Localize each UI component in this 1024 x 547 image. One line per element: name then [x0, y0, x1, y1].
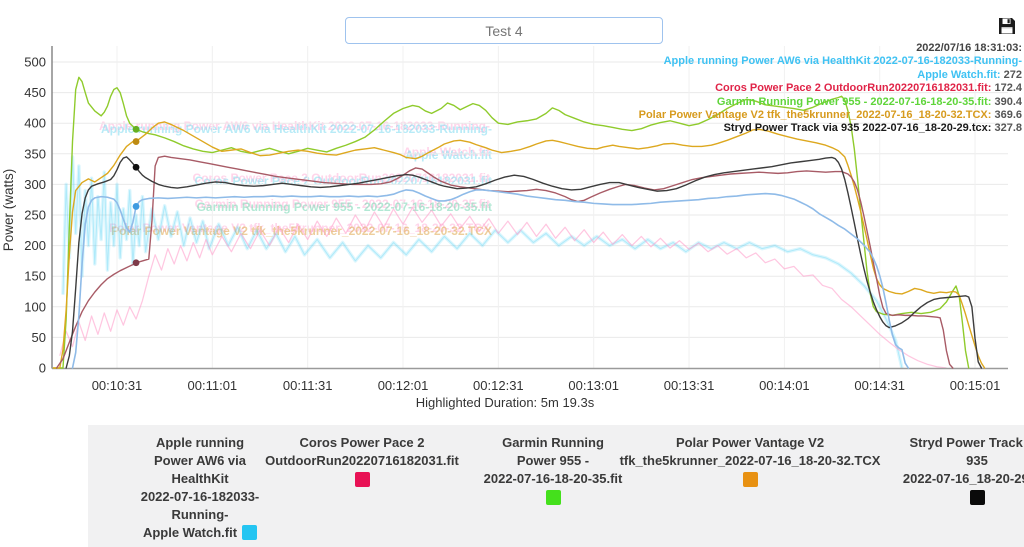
legend-item-line: tfk_the5krunner_2022-07-16_18-20-32.TCX: [619, 453, 881, 468]
hover-dot-stryd: [132, 163, 140, 171]
hover-dot-coros: [132, 259, 140, 267]
legend-item-line: 2022-07-16_18-20-29.tcx: [902, 471, 1024, 486]
legend-item-line: Power AW6 via: [154, 453, 246, 468]
y-tick-label: 0: [39, 361, 46, 376]
hover-readout-row: Apple running Power AW6 via HealthKit 20…: [663, 55, 1022, 68]
legend-item-line: Coros Power Pace 2: [299, 435, 425, 450]
series-color-swatch: [242, 525, 258, 540]
y-tick-label: 400: [24, 116, 46, 131]
hover-readout-row: Apple Watch.fit: 272: [917, 68, 1022, 81]
hover-dot-apple: [132, 203, 140, 210]
y-tick-label: 150: [24, 269, 46, 284]
legend-item[interactable]: Coros Power Pace 2 OutdoorRun202207161820…: [247, 434, 477, 489]
raw-trace-coros-raw: [59, 206, 947, 369]
raw-trace-coros-raw: [59, 207, 947, 369]
legend-item-line: HealthKit: [171, 471, 229, 486]
legend-item[interactable]: Stryd Power Track via 935 2022-07-16_18-20…: [862, 434, 1024, 507]
legend-item-line: 935: [966, 453, 988, 468]
hover-readout-row: Stryd Power Track via 935 2022-07-16_18-…: [723, 122, 1022, 135]
series-line-stryd: [65, 156, 983, 369]
legend-item-line: Polar Power Vantage V2: [675, 435, 825, 450]
legend-item[interactable]: Garmin Running Power 955 - 2022-07-16-18-2…: [458, 434, 648, 507]
hover-readout-row: Garmin Running Power 955 - 2022-07-16-18…: [716, 95, 1022, 108]
y-axis-title: Power (watts): [1, 169, 16, 252]
x-tick-label: 00:15:01: [950, 378, 1001, 393]
hover-dot-garmin: [132, 125, 140, 133]
x-tick-label: 00:13:31: [664, 378, 715, 393]
legend-item-line: OutdoorRun20220716182031.fit: [265, 453, 459, 468]
series-color-swatch: [545, 490, 561, 505]
x-tick-label: 00:14:31: [854, 378, 905, 393]
series-line-coros: [55, 155, 954, 369]
legend-item[interactable]: Polar Power Vantage V2 tfk_the5krunner_20…: [610, 434, 890, 489]
x-tick-label: 00:12:31: [473, 378, 524, 393]
test-name-input[interactable]: [345, 17, 663, 44]
x-tick-label: 00:10:31: [92, 378, 143, 393]
y-tick-label: 350: [24, 146, 46, 161]
series-line-apple: [71, 189, 910, 369]
series-color-swatch: [742, 472, 758, 487]
legend-item-line: Stryd Power Track via: [909, 435, 1024, 450]
hover-timestamp: 2022/07/16 18:31:03:: [916, 42, 1022, 54]
legend-item-line: 2022-07-16-182033-: [140, 489, 260, 504]
legend-item-line: Running-: [171, 507, 229, 522]
series-line-polar: [52, 121, 986, 369]
y-tick-label: 500: [24, 55, 46, 70]
x-tick-label: 00:11:31: [283, 378, 333, 393]
bottom-legend-bar: Apple running Power AW6 via HealthKit 2022-…: [88, 425, 1024, 547]
raw-trace-apple-raw: [61, 155, 904, 369]
legend-item-line: Garmin Running: [502, 435, 604, 450]
y-tick-label: 50: [32, 330, 46, 345]
legend-item-line: Apple running: [155, 435, 245, 450]
hover-readout-legend: 2022/07/16 18:31:03: Apple running Power …: [582, 42, 1022, 136]
save-button[interactable]: [997, 17, 1017, 37]
raw-trace-apple-raw: [62, 156, 903, 369]
y-tick-label: 200: [24, 238, 46, 253]
x-tick-label: 00:13:01: [568, 378, 619, 393]
legend-item-line: 2022-07-16-18-20-35.fit: [483, 471, 623, 486]
floppy-disk-icon: [999, 18, 1015, 34]
hover-readout-row: Coros Power Pace 2 OutdoorRun20220716182…: [715, 82, 1022, 95]
y-tick-label: 250: [24, 208, 46, 223]
hover-readout-row: Polar Power Vantage V2 tfk_the5krunner_2…: [638, 109, 1022, 122]
y-tick-label: 450: [24, 85, 46, 100]
x-tick-label: 00:14:01: [759, 378, 810, 393]
legend-item-line: Apple Watch.fit: [120, 524, 280, 542]
x-tick-label: 00:12:01: [378, 378, 429, 393]
legend-item-line: Power 955 -: [516, 453, 590, 468]
legend-item[interactable]: Apple running Power AW6 via HealthKit 2022-…: [120, 434, 280, 542]
y-tick-label: 100: [24, 299, 46, 314]
series-color-swatch: [354, 472, 370, 487]
hover-dot-polar: [132, 138, 140, 145]
x-tick-label: 00:11:01: [188, 378, 238, 393]
highlighted-duration-label: Highlighted Duration: 5m 19.3s: [415, 395, 595, 410]
series-color-swatch: [969, 490, 985, 505]
y-tick-label: 300: [24, 177, 46, 192]
